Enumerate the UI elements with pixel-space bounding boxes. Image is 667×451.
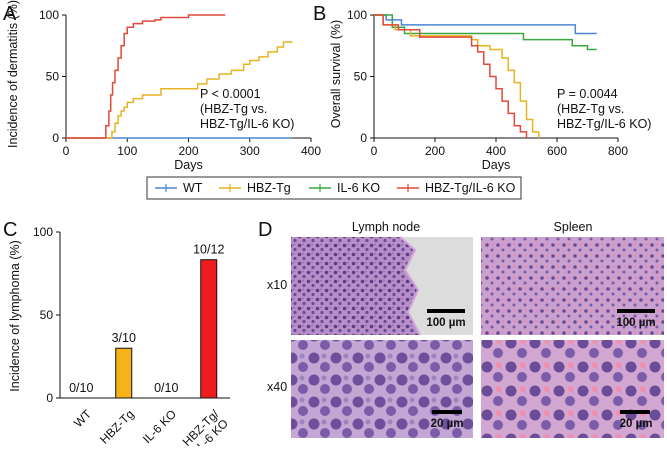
x-tick-label: 400	[486, 144, 506, 158]
y-tick-label: 50	[40, 308, 54, 322]
legend-label: IL-6 KO	[337, 181, 380, 195]
y-axis-label: Overall survival (%)	[329, 20, 343, 128]
micrograph-lymph-node-x40: 20 µm	[291, 340, 473, 438]
p-value-annotation: (HBZ-Tg vs.	[200, 102, 267, 116]
histology-row-x10: x10	[267, 278, 287, 292]
chart-panel-a: 0 50 100 0 100 200 300 400 Days Incidence of derm…	[6, 0, 321, 172]
micrograph-spleen-x10: 100 µm	[481, 237, 664, 335]
y-tick-label: 100	[347, 8, 367, 22]
bar-data-label: 10/12	[193, 243, 224, 257]
y-axis-label: Incidence of dermatitis (%)	[6, 0, 20, 148]
p-value-annotation: (HBZ-Tg vs.	[557, 102, 624, 116]
panel-letter-d: D	[258, 219, 272, 241]
category-label: IL-6 KO	[140, 407, 179, 446]
x-tick-label: 300	[240, 144, 260, 158]
y-tick-label: 0	[46, 391, 53, 405]
series-line-wt	[374, 14, 597, 35]
scale-label-1: 100 µm	[426, 317, 465, 329]
legend-label: HBZ-Tg	[247, 181, 291, 195]
x-tick-label: 0	[371, 144, 378, 158]
x-tick-label: 200	[178, 144, 198, 158]
x-tick-label: 800	[608, 144, 628, 158]
scale-label-2: 100 µm	[616, 317, 655, 329]
y-tick-label: 50	[46, 70, 60, 84]
p-value-annotation: P = 0.0044	[557, 87, 618, 101]
category-label-line: WT	[71, 407, 95, 431]
x-axis-label: Days	[174, 158, 202, 172]
legend-label: WT	[183, 181, 203, 195]
y-tick-label: 100	[33, 225, 53, 239]
bar-data-label: 0/10	[154, 381, 178, 395]
histology-row-x40: x40	[267, 380, 287, 394]
category-label-line: IL-6 KO	[140, 407, 179, 446]
bar-data-label: 0/10	[69, 381, 93, 395]
series-line-hbz-tg	[66, 41, 293, 139]
x-tick-label: 400	[301, 144, 321, 158]
micrograph-lymph-node-x10: 100 µm	[291, 236, 473, 336]
panel-letter-a: A	[3, 3, 17, 25]
chart-panel-c: 0 50 100 Incidence of lymphoma (%) 0/10 WT 3/1…	[8, 225, 232, 451]
micrograph-spleen-x40: 20 µm	[481, 340, 664, 438]
histology-column-lymph-node: Lymph node	[352, 220, 420, 234]
chart-panel-b: 0 50 100 0 200 400 600 800 Days Overall survival …	[329, 8, 651, 172]
category-label: HBZ-Tg	[97, 407, 137, 446]
legend: WT HBZ-Tg IL-6 KO HBZ-Tg/IL-6 KO	[146, 176, 522, 200]
series-line-hbz-tg-il-6-ko	[66, 14, 226, 139]
scale-label-4: 20 µm	[620, 418, 653, 430]
x-axis-label: Days	[482, 158, 510, 172]
series-line-il-6-ko	[374, 14, 597, 51]
legend-box	[146, 176, 522, 200]
category-label: HBZ-Tg/IL-6 KO	[180, 407, 232, 446]
bar-data-label: 3/10	[112, 331, 136, 345]
histology-column-spleen: Spleen	[554, 220, 593, 234]
x-tick-label: 0	[63, 144, 70, 158]
y-axis-label: Incidence of lymphoma (%)	[8, 240, 22, 391]
y-tick-label: 0	[52, 131, 59, 145]
bar	[115, 347, 133, 399]
bar	[200, 259, 218, 399]
panel-letter-c: C	[3, 219, 17, 241]
p-value-annotation: P < 0.0001	[200, 87, 261, 101]
p-value-annotation: HBZ-Tg/IL-6 KO)	[200, 117, 294, 131]
series-line-hbz-tg-il-6-ko	[374, 14, 528, 138]
y-tick-label: 0	[360, 131, 367, 145]
legend-label: HBZ-Tg/IL-6 KO	[425, 181, 516, 195]
category-label: WT	[71, 407, 95, 431]
x-tick-label: 100	[117, 144, 137, 158]
panel-letter-b: B	[313, 3, 326, 25]
category-label-line: HBZ-Tg	[97, 407, 137, 446]
y-tick-label: 50	[354, 70, 368, 84]
x-tick-label: 600	[547, 144, 567, 158]
p-value-annotation: HBZ-Tg/IL-6 KO)	[557, 117, 651, 131]
y-tick-label: 100	[39, 8, 59, 22]
x-tick-label: 200	[425, 144, 445, 158]
scale-label-3: 20 µm	[431, 418, 464, 430]
